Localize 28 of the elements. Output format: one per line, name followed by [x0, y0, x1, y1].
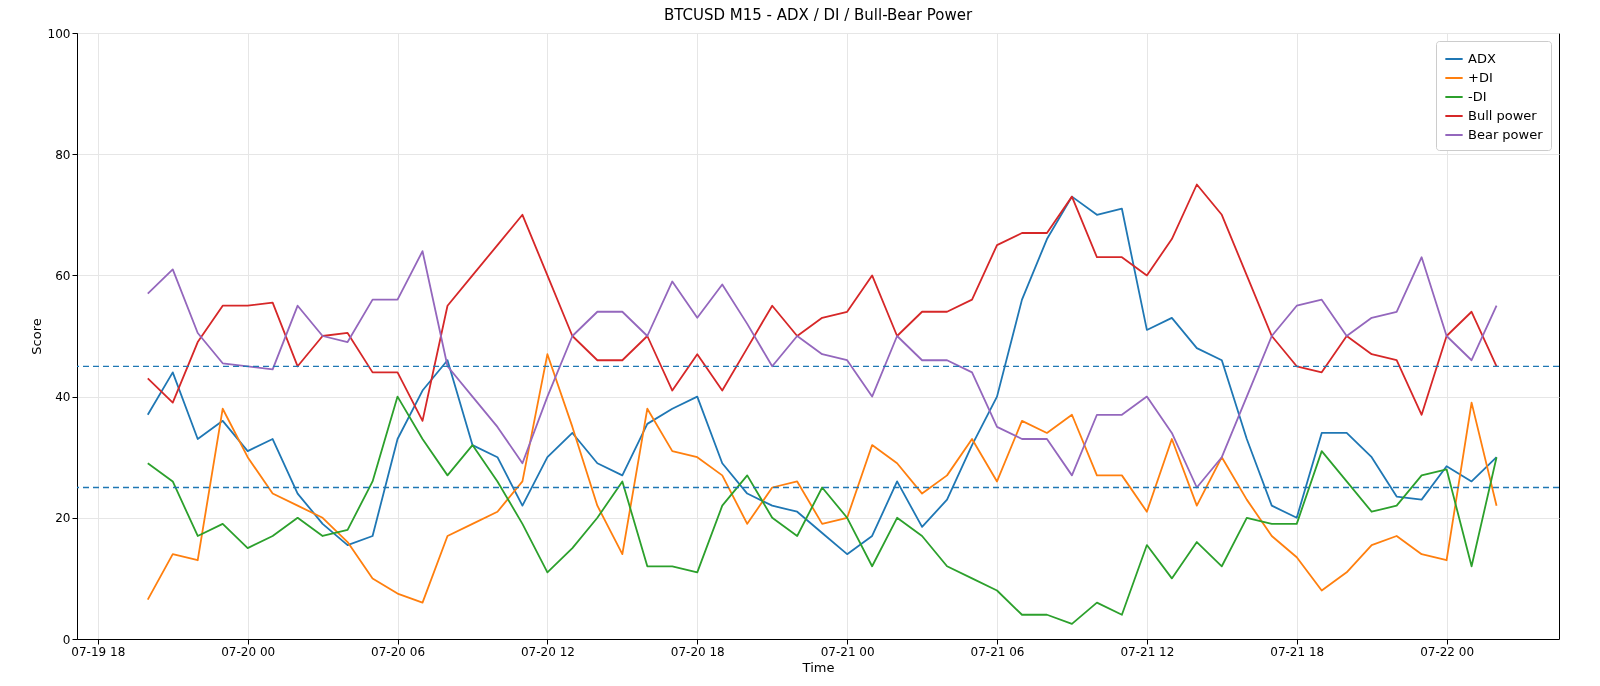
- line-series: [146, 395, 1498, 625]
- x-tick-label: 07-20 06: [371, 644, 426, 659]
- x-axis-title: Time: [801, 659, 835, 675]
- y-tick-label: 0: [62, 632, 71, 647]
- y-tick-label: 100: [47, 26, 71, 41]
- y-tick-label: 40: [55, 390, 71, 405]
- x-tick-label: 07-22 00: [1420, 644, 1475, 659]
- y-tick-label: 60: [55, 268, 71, 283]
- line-series: [146, 353, 1498, 604]
- x-tick-label: 07-21 06: [970, 644, 1025, 659]
- legend-label: Bear power: [1468, 127, 1544, 142]
- chart-title: BTCUSD M15 - ADX / DI / Bull-Bear Power: [663, 6, 973, 24]
- legend-label: -DI: [1468, 89, 1487, 104]
- y-tick-label: 80: [55, 147, 71, 162]
- legend-label: ADX: [1468, 51, 1496, 66]
- legend-label: +DI: [1468, 70, 1493, 85]
- line-series: [146, 183, 1498, 422]
- y-axis-title: Score: [28, 318, 44, 355]
- x-tick-label: 07-21 00: [820, 644, 875, 659]
- x-tick-label: 07-20 18: [670, 644, 725, 659]
- x-tick-label: 07-19 18: [71, 644, 126, 659]
- line-series: [146, 250, 1498, 489]
- x-tick-label: 07-21 12: [1120, 644, 1175, 659]
- legend-label: Bull power: [1468, 108, 1538, 123]
- x-tick-label: 07-20 00: [221, 644, 276, 659]
- x-tick-label: 07-20 12: [520, 644, 575, 659]
- y-tick-label: 20: [55, 511, 71, 526]
- x-tick-label: 07-21 18: [1270, 644, 1325, 659]
